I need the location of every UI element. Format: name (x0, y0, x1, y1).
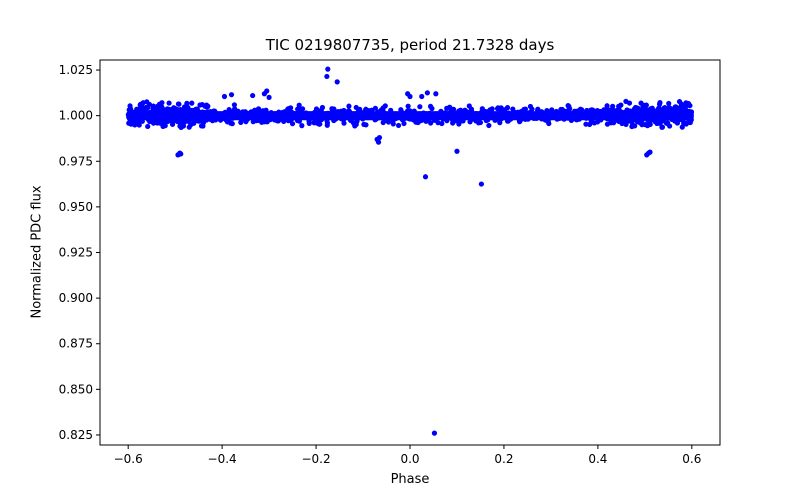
y-axis-label: Normalized PDC flux (29, 185, 45, 319)
chart-title: TIC 0219807735, period 21.7328 days (265, 36, 555, 54)
svg-text:0.825: 0.825 (59, 428, 93, 442)
svg-text:1.000: 1.000 (59, 109, 93, 123)
svg-text:0.950: 0.950 (59, 200, 93, 214)
svg-text:−0.4: −0.4 (208, 452, 237, 466)
data-points (175, 66, 653, 436)
svg-text:0.900: 0.900 (59, 291, 93, 305)
svg-text:0.2: 0.2 (494, 452, 513, 466)
svg-text:0.4: 0.4 (588, 452, 607, 466)
svg-text:0.925: 0.925 (59, 246, 93, 260)
svg-text:0.975: 0.975 (59, 154, 93, 168)
y-axis-ticks: 0.825 0.850 0.875 0.900 0.925 0.950 0.975 1.000… (59, 63, 100, 442)
x-axis-ticks: −0.6 −0.4 −0.2 0.0 0.2 0.4 0.6 (114, 445, 701, 466)
svg-text:−0.2: −0.2 (301, 452, 330, 466)
svg-text:0.0: 0.0 (400, 452, 419, 466)
svg-text:1.025: 1.025 (59, 63, 93, 77)
svg-text:0.6: 0.6 (682, 452, 701, 466)
x-axis-label: Phase (390, 472, 430, 487)
data-band (125, 98, 695, 130)
svg-text:0.850: 0.850 (59, 382, 93, 396)
svg-text:0.875: 0.875 (59, 337, 93, 351)
svg-text:−0.6: −0.6 (114, 452, 143, 466)
